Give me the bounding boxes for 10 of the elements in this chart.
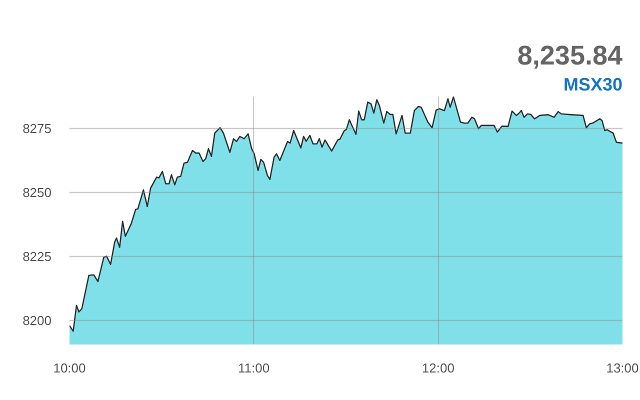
x-tick-label: 11:00 xyxy=(238,360,270,376)
x-tick-label: 13:00 xyxy=(606,360,639,376)
y-tick-label: 8275 xyxy=(22,120,52,136)
x-tick-label: 10:00 xyxy=(53,360,86,376)
x-tick-label: 12:00 xyxy=(422,360,454,376)
y-tick-label: 8225 xyxy=(22,248,52,264)
y-tick-label: 8250 xyxy=(22,184,52,200)
chart-title: 8,235.84 xyxy=(517,40,623,70)
chart-subtitle: MSX30 xyxy=(563,74,623,94)
y-tick-label: 8200 xyxy=(22,312,52,328)
